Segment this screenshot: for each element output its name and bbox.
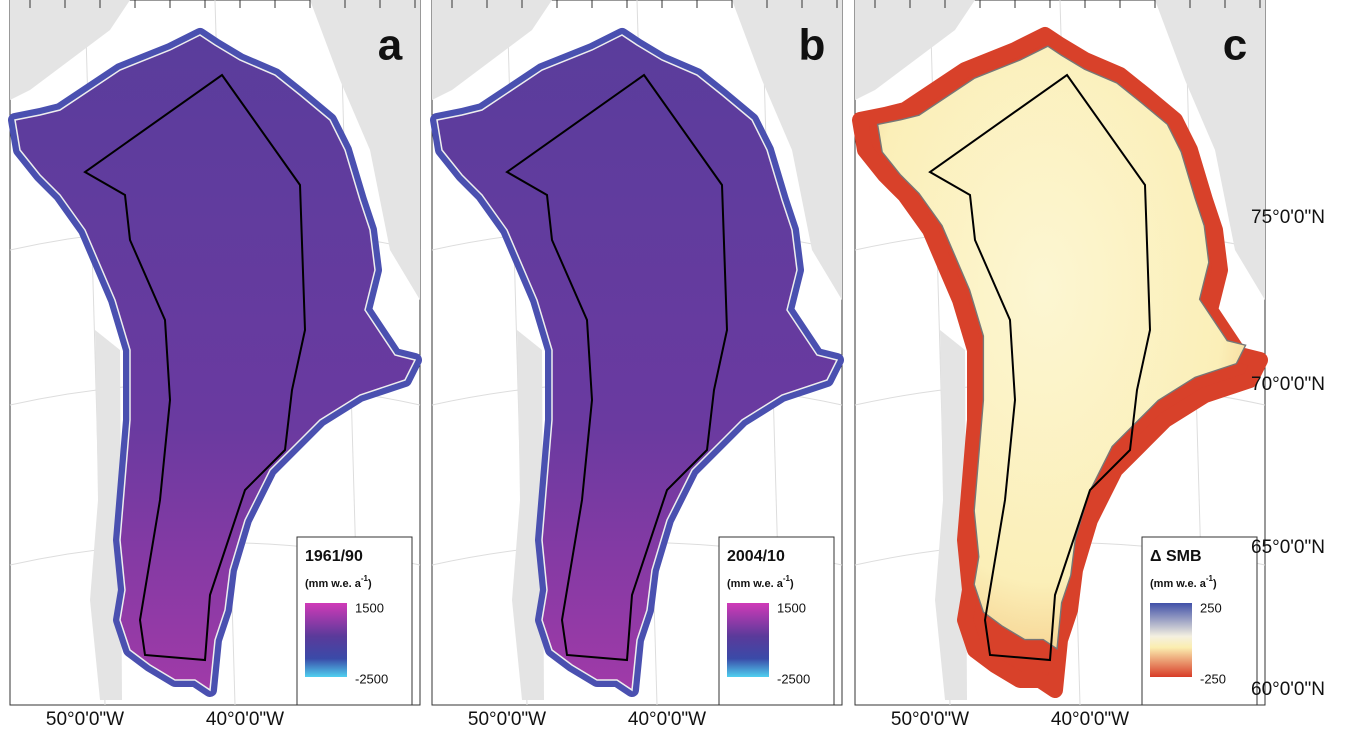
legend-tick: -2500: [777, 671, 810, 686]
lon-label: 40°0'0"W: [628, 709, 706, 730]
panel-letter: b: [799, 21, 826, 70]
lon-label: 40°0'0"W: [1051, 709, 1129, 730]
color-bar: [1150, 603, 1192, 677]
legend-tick: -250: [1200, 671, 1226, 686]
figure: a1961/90(mm w.e. a-1)1500-250050°0'0"W40…: [0, 0, 1365, 733]
lat-label: 75°0'0"N: [1251, 207, 1325, 228]
legend: 1961/90(mm w.e. a-1)1500-2500: [297, 537, 412, 705]
legend-unit-part: (mm w.e. a: [727, 578, 784, 590]
legend-title: 2004/10: [727, 548, 785, 565]
legend-unit-part: ): [368, 578, 372, 590]
legend-title: Δ SMB: [1150, 548, 1202, 565]
legend-unit-part: ): [1213, 578, 1217, 590]
lon-label: 50°0'0"W: [891, 709, 969, 730]
lon-label: 50°0'0"W: [46, 709, 124, 730]
panel-letter: c: [1223, 21, 1247, 70]
lat-label: 70°0'0"N: [1251, 374, 1325, 395]
map-panel: cΔ SMB(mm w.e. a-1)250-250: [855, 0, 1265, 705]
legend-unit-part: (mm w.e. a: [305, 578, 362, 590]
lat-label: 65°0'0"N: [1251, 537, 1325, 558]
lon-label: 40°0'0"W: [206, 709, 284, 730]
legend-unit-part: ): [790, 578, 794, 590]
legend: Δ SMB(mm w.e. a-1)250-250: [1142, 537, 1257, 705]
legend-title: 1961/90: [305, 548, 363, 565]
color-bar: [727, 603, 769, 677]
legend-tick: 1500: [355, 600, 384, 615]
legend-tick: -2500: [355, 671, 388, 686]
legend-unit-part: (mm w.e. a: [1150, 578, 1207, 590]
lat-label: 60°0'0"N: [1251, 679, 1325, 700]
legend-tick: 250: [1200, 600, 1222, 615]
panel-letter: a: [378, 21, 403, 70]
legend: 2004/10(mm w.e. a-1)1500-2500: [719, 537, 834, 705]
lon-label: 50°0'0"W: [468, 709, 546, 730]
color-bar: [305, 603, 347, 677]
legend-tick: 1500: [777, 600, 806, 615]
